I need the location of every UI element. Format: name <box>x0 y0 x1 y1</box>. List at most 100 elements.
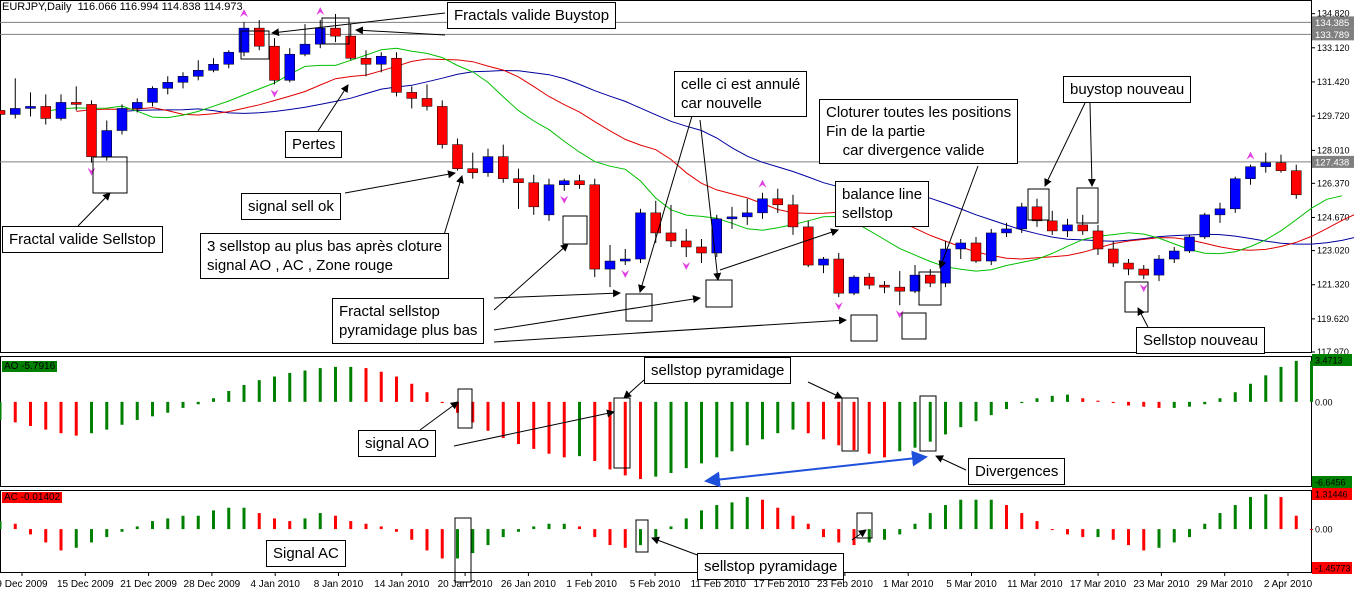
divergence-arrow <box>704 450 928 488</box>
annotation-box <box>625 293 653 322</box>
candle <box>1092 230 1104 250</box>
candle <box>635 212 646 260</box>
candle <box>238 27 250 53</box>
level-label: 127.438 <box>1315 157 1349 168</box>
date-label: 23 Feb 2010 <box>817 579 874 590</box>
date-label: 4 Jan 2010 <box>250 579 300 590</box>
ao-bar <box>349 366 353 402</box>
ao-bar <box>883 401 886 458</box>
candle <box>162 82 173 89</box>
ao-bar <box>120 401 124 425</box>
ao-bar <box>1294 360 1298 402</box>
ao-bar-scale-label: 3.4713 <box>1315 356 1343 366</box>
annotation-arrow <box>1137 307 1149 328</box>
annotation-arrow <box>493 289 621 299</box>
annotation-arrow <box>851 529 867 541</box>
ao-bar <box>822 401 825 440</box>
ao-bar <box>471 401 475 423</box>
ac-bar <box>151 521 154 530</box>
candle <box>345 35 356 59</box>
ao-bar-scale-box <box>1312 476 1352 488</box>
candle <box>833 258 844 294</box>
ao-bar <box>90 401 93 434</box>
fractal-down-marker <box>834 302 843 311</box>
price-tick-label: 119.620 <box>1317 314 1349 324</box>
candle <box>101 130 112 157</box>
date-label: 17 Mar 2010 <box>1070 579 1127 590</box>
ao-bar <box>196 401 200 405</box>
ao-bar <box>425 392 429 402</box>
candle <box>1077 224 1088 232</box>
candle <box>925 274 936 284</box>
candle <box>406 92 417 99</box>
candle <box>10 108 21 115</box>
candle <box>193 70 204 77</box>
date-label: 11 Mar 2010 <box>1007 579 1063 590</box>
ac-bar <box>29 529 32 535</box>
note-sellstop-pyramidage-ao: sellstop pyramidage <box>644 357 792 384</box>
candle <box>1047 220 1058 232</box>
candle <box>437 106 448 145</box>
candle <box>864 276 875 286</box>
ac-bar <box>1203 523 1207 530</box>
annotation-arrow <box>938 165 979 269</box>
fractal-down-marker <box>87 167 96 176</box>
candle <box>482 156 494 173</box>
annotation-arrow <box>1087 102 1096 187</box>
ac-bar <box>59 529 63 551</box>
ao-bar <box>257 380 261 402</box>
ao-bar <box>867 401 871 454</box>
ac-bar <box>730 502 734 530</box>
ao-bar <box>547 401 551 454</box>
ac-bar-scale-label: 1.31446 <box>1315 490 1348 500</box>
candle <box>452 144 463 169</box>
candle <box>1245 166 1256 179</box>
ac-bar <box>944 505 947 530</box>
date-label: 9 Dec 2009 <box>0 579 48 590</box>
ao-bar <box>151 401 154 417</box>
price-pane-frame <box>0 0 1312 353</box>
fractal-up-marker <box>758 179 767 188</box>
candle <box>1169 250 1180 260</box>
ac-label: AC -0.01402 <box>2 492 63 503</box>
chart-header: EURJPY,Daily 116.066 116.994 114.838 114… <box>2 1 243 13</box>
candle <box>55 102 67 119</box>
ac-bar <box>257 513 261 530</box>
annotation-arrow <box>623 379 645 399</box>
ac-bar <box>532 526 536 530</box>
note-signal-sell: signal sell ok <box>241 193 341 220</box>
note-sellstop-pyramidage-ac: sellstop pyramidage <box>697 553 845 580</box>
ac-bar <box>288 521 292 530</box>
candle <box>269 45 280 81</box>
ao-bar <box>440 401 444 404</box>
candle <box>1153 258 1165 276</box>
level-label-box <box>1312 155 1354 168</box>
note-signal-ao: signal AO <box>358 430 437 457</box>
ao-bar <box>59 401 63 434</box>
ac-bar <box>242 507 246 530</box>
candle <box>132 102 143 109</box>
price-tick-label: 126.370 <box>1317 178 1350 188</box>
candle <box>147 88 158 103</box>
annotation-arrow <box>419 401 459 431</box>
date-label: 26 Jan 2010 <box>501 579 556 590</box>
ac-bar <box>90 529 93 543</box>
ao-bar <box>1127 401 1130 406</box>
date-label: 8 Jan 2010 <box>314 579 364 590</box>
candle <box>1016 206 1027 230</box>
ao-bar <box>1233 392 1237 402</box>
ac-bar <box>1020 513 1024 530</box>
ac-bar <box>562 523 566 530</box>
annotation-arrow <box>355 26 446 36</box>
price-tick-label: 121.320 <box>1317 280 1350 290</box>
candle <box>803 226 814 266</box>
annotation-arrow <box>453 409 615 447</box>
ac-bar <box>928 513 932 530</box>
ao-bar <box>29 401 32 426</box>
candle <box>1062 224 1073 232</box>
ac-bar <box>1310 529 1313 531</box>
ao-bar <box>1203 401 1207 405</box>
annotation-arrow <box>493 243 569 311</box>
fractal-down-marker <box>682 262 691 271</box>
